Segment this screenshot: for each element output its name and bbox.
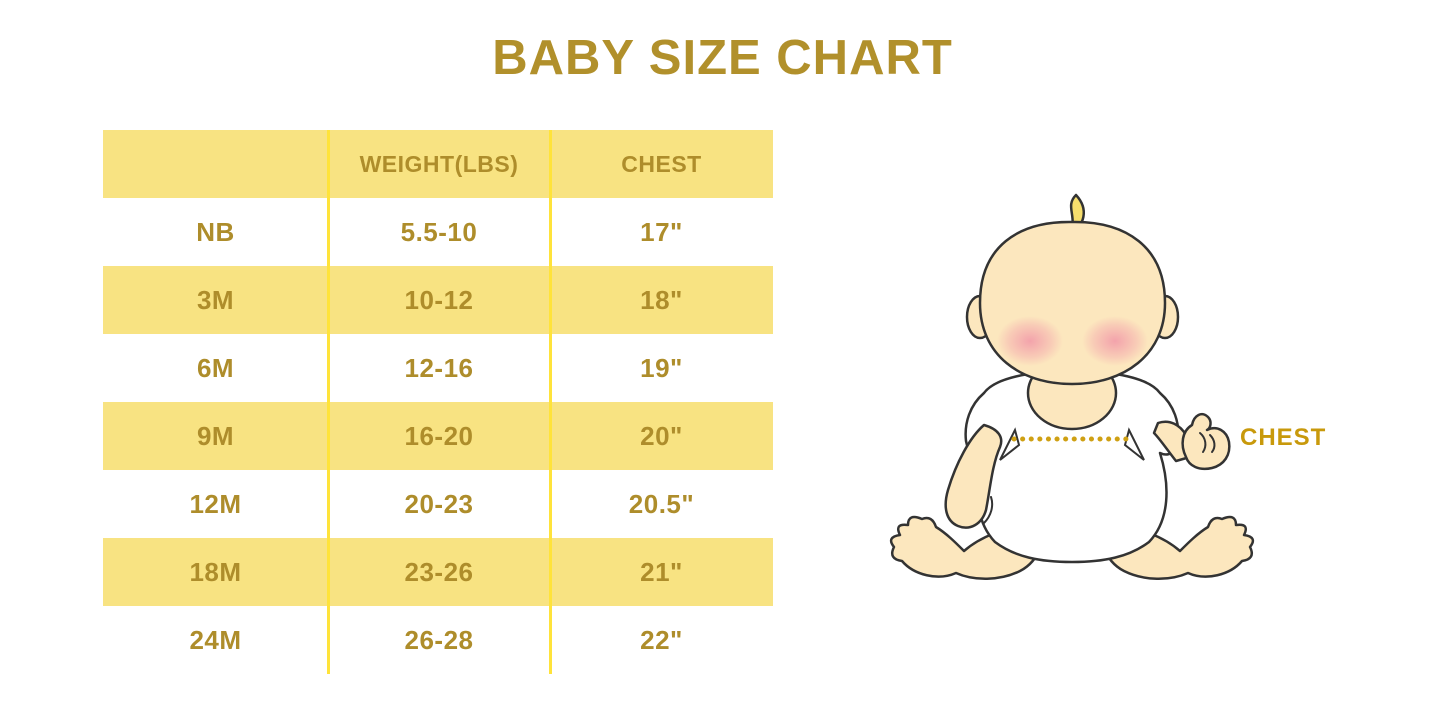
weight-cell: 26-28 (404, 624, 474, 655)
size-table-header-row: WEIGHT(LBS) CHEST (103, 130, 773, 198)
size-cell: 9M (196, 420, 235, 451)
weight-cell: 5.5-10 (400, 216, 478, 247)
baby-fist-knuckle-2 (1209, 434, 1216, 453)
column-divider-1 (327, 130, 330, 674)
size-cell: 12M (189, 488, 242, 519)
chest-cell: 19" (640, 352, 683, 383)
weight-cell: 16-20 (404, 420, 474, 451)
chest-cell: 20" (640, 420, 683, 451)
baby-head (978, 220, 1167, 386)
chest-cell: 17" (640, 216, 683, 247)
table-row: 3M 10-12 18" (103, 266, 773, 334)
chest-cell: 18" (640, 284, 683, 315)
table-row: 24M 26-28 22" (103, 606, 773, 674)
weight-cell: 23-26 (404, 556, 474, 587)
chest-cell: 22" (640, 624, 683, 655)
baby-illustration (889, 193, 1255, 581)
table-row: NB 5.5-10 17" (103, 198, 773, 266)
size-cell: 3M (196, 284, 235, 315)
column-divider-2 (549, 130, 552, 674)
size-cell: 24M (189, 624, 242, 655)
baby-blush-right (1082, 316, 1148, 366)
header-cell-chest: CHEST (621, 150, 702, 177)
table-row: 6M 12-16 19" (103, 334, 773, 402)
chest-cell: 21" (640, 556, 683, 587)
page-title: BABY SIZE CHART (492, 31, 953, 85)
table-row: 9M 16-20 20" (103, 402, 773, 470)
size-table: WEIGHT(LBS) CHEST NB 5.5-10 17" 3M 10-12… (103, 130, 773, 674)
weight-cell: 10-12 (404, 284, 474, 315)
baby-arm-left (944, 423, 1003, 529)
baby-hand-left-finger (983, 496, 994, 524)
size-cell: NB (196, 216, 235, 247)
baby-blush-left (997, 316, 1063, 366)
header-cell-size (103, 130, 328, 198)
header-cell-weight: WEIGHT(LBS) (359, 150, 519, 177)
size-cell: 18M (189, 556, 242, 587)
chest-cell: 20.5" (628, 488, 695, 519)
baby-fist-knuckle-1 (1199, 432, 1207, 453)
table-row: 12M 20-23 20.5" (103, 470, 773, 538)
chest-label: CHEST (1240, 424, 1327, 451)
size-table-body: NB 5.5-10 17" 3M 10-12 18" 6M 12-16 19" … (103, 198, 773, 674)
size-cell: 6M (196, 352, 235, 383)
weight-cell: 12-16 (404, 352, 474, 383)
table-row: 18M 23-26 21" (103, 538, 773, 606)
weight-cell: 20-23 (404, 488, 474, 519)
